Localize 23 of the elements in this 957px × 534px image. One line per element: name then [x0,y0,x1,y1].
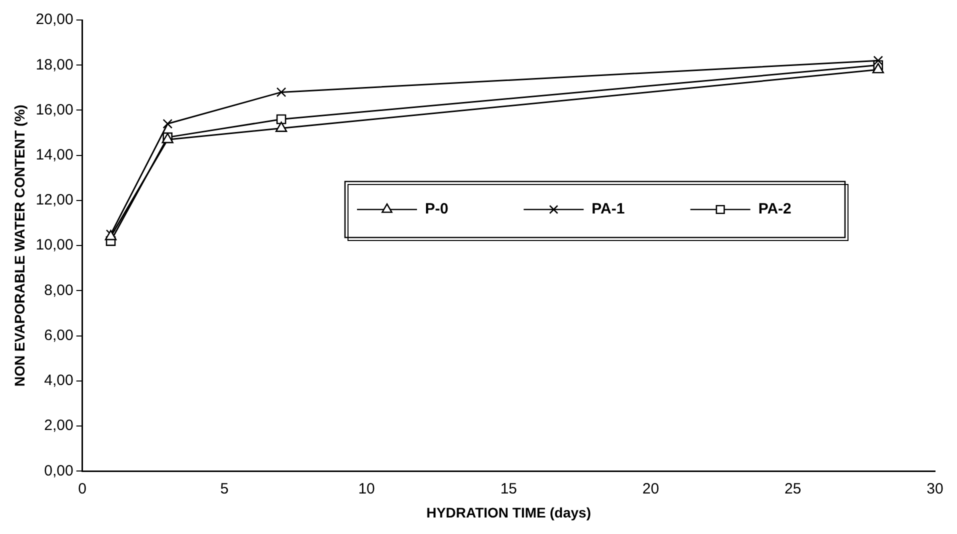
x-tick-label: 30 [926,480,944,498]
y-tick-label: 4,00 [44,372,74,390]
legend-label: PA-2 [758,200,792,218]
y-tick-label: 2,00 [44,417,74,434]
legend-label: P-0 [425,200,448,218]
x-tick-label: 25 [784,480,802,498]
y-tick-label: 6,00 [44,326,74,344]
y-tick-label: 10,00 [36,236,74,254]
legend-label: PA-1 [592,200,625,218]
y-tick-label: 16,00 [36,101,74,118]
y-tick-label: 18,00 [36,56,74,74]
x-tick-label: 10 [358,480,375,498]
x-tick-label: 5 [220,480,229,498]
x-tick-label: 15 [500,480,518,498]
y-tick-label: 0,00 [44,462,74,480]
x-tick-label: 0 [78,480,87,498]
x-axis-title: HYDRATION TIME (days) [426,504,591,520]
y-tick-label: 12,00 [36,192,74,209]
y-tick-label: 8,00 [44,282,74,299]
x-tick-label: 20 [642,480,660,498]
y-tick-label: 14,00 [36,146,74,164]
y-tick-label: 20,00 [36,11,74,28]
y-axis-title: NON EVAPORABLE WATER CONTENT (%) [11,104,28,387]
